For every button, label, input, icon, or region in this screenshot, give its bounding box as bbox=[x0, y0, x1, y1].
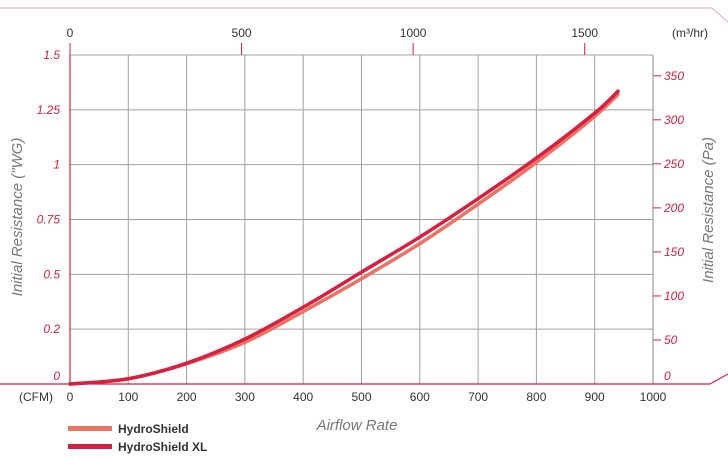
y-axis-title-right: Initial Resistance (Pa) bbox=[700, 137, 717, 283]
y-tick-label-4: 1 bbox=[53, 158, 60, 172]
y-tick-label-3: 0.75 bbox=[37, 213, 61, 227]
x-tick-label-700: 700 bbox=[468, 390, 488, 404]
chart-legend: HydroShield HydroShield XL bbox=[68, 422, 207, 454]
x-tick-label-900: 900 bbox=[585, 390, 605, 404]
y-tick-label-5: 1.25 bbox=[37, 103, 61, 117]
y2-tick-label-300: 300 bbox=[664, 113, 684, 127]
chart-axes bbox=[0, 55, 728, 385]
y2-tick-label-250: 250 bbox=[663, 157, 684, 171]
chart-series bbox=[68, 89, 620, 386]
x-axis-bottom-end bbox=[709, 373, 728, 385]
x-tick-label-300: 300 bbox=[235, 390, 255, 404]
x-tick-label-0: 0 bbox=[67, 390, 74, 404]
x-tick-label-100: 100 bbox=[118, 390, 138, 404]
x-tick-label-400: 400 bbox=[293, 390, 313, 404]
legend-label-hydroshield-xl: HydroShield XL bbox=[118, 440, 207, 454]
y-tick-label-2: 0.5 bbox=[43, 267, 60, 281]
chart-grid bbox=[70, 54, 654, 384]
x-top-tick-label-1500: 1500 bbox=[571, 26, 598, 40]
top-frame-line bbox=[0, 7, 728, 23]
series-line-hydroshield-xl bbox=[68, 89, 620, 386]
legend-label-hydroshield: HydroShield bbox=[118, 422, 189, 436]
y-axis-title-left: Initial Resistance ("WG) bbox=[9, 138, 26, 297]
x-top-tick-label-1000: 1000 bbox=[400, 26, 427, 40]
y-tick-label-1: 0.2 bbox=[43, 322, 60, 336]
x-top-tick-label-500: 500 bbox=[232, 26, 252, 40]
x-axis-unit-label: (CFM) bbox=[19, 390, 53, 404]
y2-tick-label-350: 350 bbox=[664, 69, 684, 83]
chart-tick-labels: 0 0.2 0.5 0.75 1 1.25 1.5 0 50 100 150 200 250 300 350… bbox=[37, 26, 685, 404]
y-tick-label-0: 0 bbox=[53, 369, 60, 383]
series-line-hydroshield bbox=[68, 92, 620, 386]
x-tick-label-500: 500 bbox=[351, 390, 371, 404]
x-top-unit-label: (m³/hr) bbox=[672, 26, 708, 40]
x-tick-label-800: 800 bbox=[526, 390, 546, 404]
x-top-tick-label-0: 0 bbox=[67, 26, 74, 40]
x-tick-label-600: 600 bbox=[410, 390, 430, 404]
x-tick-label-1000: 1000 bbox=[640, 390, 667, 404]
y2-tick-label-200: 200 bbox=[663, 201, 684, 215]
y2-tick-label-100: 100 bbox=[664, 289, 684, 303]
y-tick-label-6: 1.5 bbox=[43, 48, 60, 62]
y2-tick-label-0: 0 bbox=[664, 369, 671, 383]
legend-swatch-hydroshield bbox=[68, 426, 112, 431]
x-tick-label-200: 200 bbox=[177, 390, 197, 404]
y2-tick-label-50: 50 bbox=[664, 333, 678, 347]
legend-swatch-hydroshield-xl bbox=[68, 444, 112, 449]
x-axis-title: Airflow Rate bbox=[316, 417, 398, 434]
y2-tick-label-150: 150 bbox=[664, 245, 684, 259]
